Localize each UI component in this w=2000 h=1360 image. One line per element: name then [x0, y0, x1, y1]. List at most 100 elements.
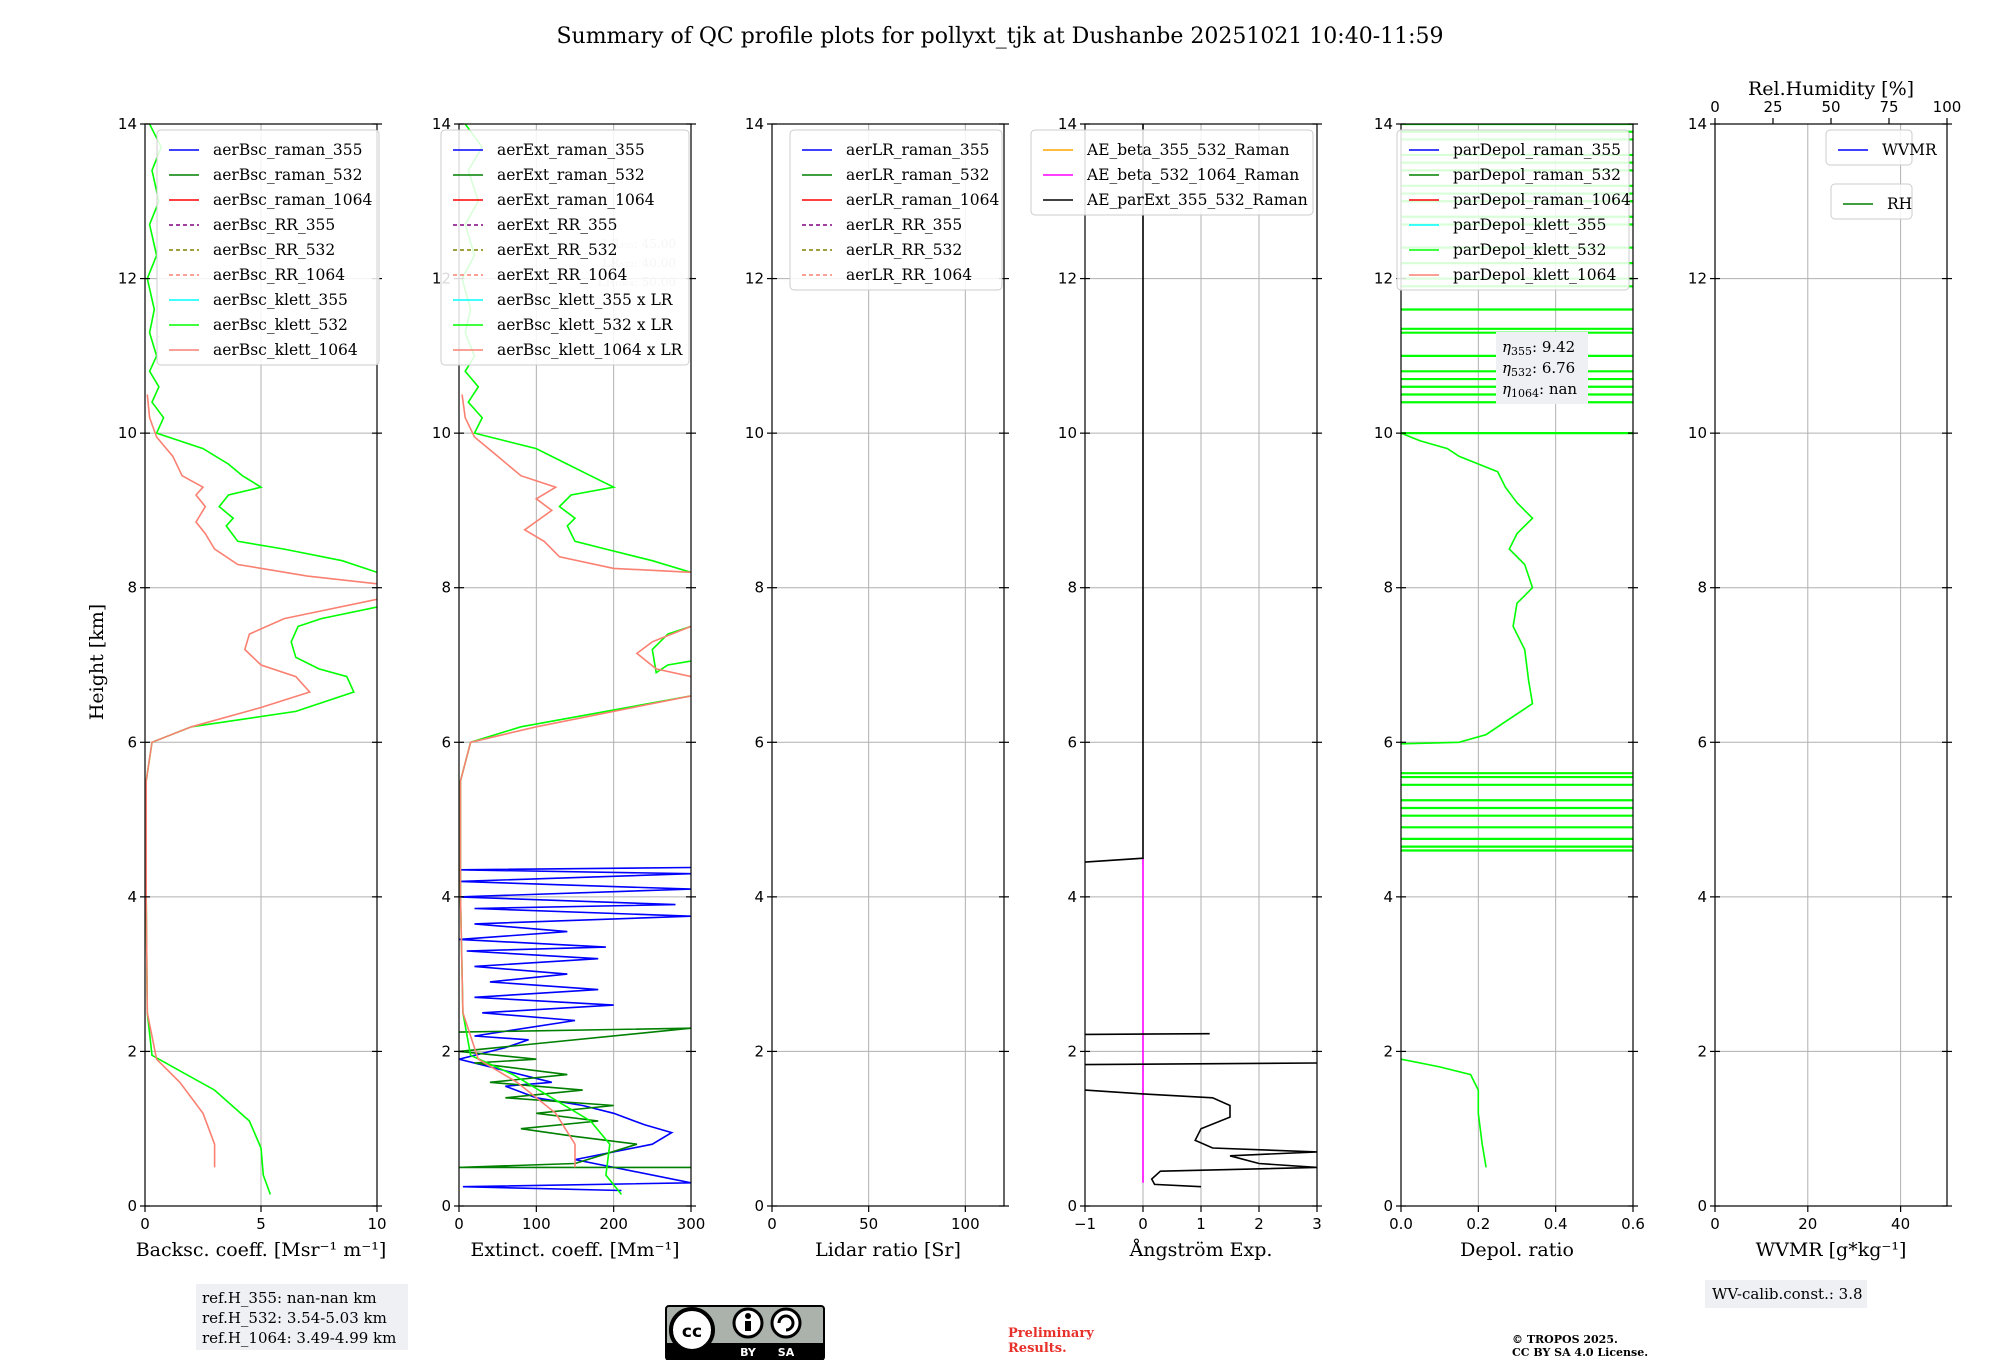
x-tick-label: 300	[677, 1215, 706, 1233]
y-tick-label: 0	[1697, 1197, 1707, 1215]
legend: aerBsc_raman_355 aerBsc_raman_532 aerBsc_r…	[156, 129, 380, 366]
x-tick-label: 0	[140, 1215, 150, 1233]
series-group	[1085, 124, 1317, 1188]
legend: aerExt_raman_355 aerExt_raman_532 aerExt_r…	[440, 129, 690, 366]
x-tick-label: 5	[256, 1215, 266, 1233]
legend-label: parDepol_raman_355	[1453, 141, 1621, 159]
x-axis-label: Depol. ratio	[1460, 1239, 1574, 1261]
y-tick-label: 10	[118, 424, 137, 442]
by-head	[745, 1313, 751, 1319]
y-tick-label: 8	[1067, 579, 1077, 597]
y-tick-label: 0	[1383, 1197, 1393, 1215]
legend-label: aerLR_RR_1064	[846, 266, 972, 284]
x-tick-label: 20	[1798, 1215, 1817, 1233]
legend-label: aerExt_RR_1064	[497, 266, 628, 284]
legend-label: RH	[1887, 195, 1912, 213]
series-line-aerbsc-klett-1064-x-lr	[459, 695, 691, 1168]
y-tick-label: 10	[1058, 424, 1077, 442]
y-tick-label: 14	[118, 115, 137, 133]
sa-label: SA	[778, 1346, 795, 1359]
y-tick-label: 12	[1688, 270, 1707, 288]
cc-license-badge: cc BY SA	[665, 1305, 825, 1360]
wv-calib-text: WV-calib.const.: 3.8	[1712, 1285, 1863, 1303]
y-tick-label: 14	[1688, 115, 1707, 133]
eta-bg	[1496, 332, 1588, 404]
y-tick-label: 14	[432, 115, 451, 133]
ref-height-text: ref.H_1064: 3.49-4.99 km	[202, 1329, 396, 1347]
series-line-ae-parext-355-532-raman-c	[1085, 1032, 1210, 1036]
x-tick-label: 1	[1196, 1215, 1206, 1233]
y-tick-label: 12	[1058, 270, 1077, 288]
eta-text: η355: 9.42	[1502, 338, 1575, 358]
eta-text: η1064: nan	[1502, 380, 1577, 400]
series-line-ae-parext-355-532-raman-b	[1085, 1062, 1317, 1066]
top-tick-label: 25	[1763, 98, 1782, 116]
x-axis-label: Backsc. coeff. [Msr⁻¹ m⁻¹]	[136, 1239, 387, 1261]
legend-label: aerLR_raman_1064	[846, 191, 999, 209]
y-tick-label: 4	[441, 888, 451, 906]
legend-label: aerBsc_RR_532	[213, 241, 335, 259]
legend-label: aerBsc_raman_532	[213, 166, 363, 184]
x-tick-label: 50	[859, 1215, 878, 1233]
series-line-aerbsc-klett-532	[145, 606, 377, 1195]
wv-calib-bg	[1705, 1280, 1867, 1308]
copyright-text: © TROPOS 2025.	[1512, 1333, 1618, 1346]
legend-label: AE_beta_355_532_Raman	[1086, 141, 1289, 159]
legend-label: parDepol_klett_355	[1453, 216, 1606, 234]
x-tick-label: 200	[599, 1215, 628, 1233]
panel-lidarratio: 0 2 4 6 8 10 12 14 0 50 100 Lidar ratio [Sr] aerLR_r…	[745, 115, 1009, 1261]
legend-label: aerBsc_RR_355	[213, 216, 335, 234]
legend-label: parDepol_raman_1064	[1453, 191, 1631, 209]
x-axis-label: Lidar ratio [Sr]	[815, 1239, 961, 1261]
legend: aerLR_raman_355 aerLR_raman_532 aerLR_rama…	[789, 129, 1003, 291]
ref-height-bg	[196, 1284, 408, 1350]
y-tick-label: 14	[1374, 115, 1393, 133]
legend-label: parDepol_raman_532	[1453, 166, 1621, 184]
legend-label: aerExt_RR_532	[497, 241, 618, 259]
y-tick-label: 4	[1697, 888, 1707, 906]
x-tick-label: 0	[1138, 1215, 1148, 1233]
ref-height-text: ref.H_355: nan-nan km	[202, 1289, 377, 1307]
legend-label: aerExt_raman_532	[497, 166, 645, 184]
eta-text: η532: 6.76	[1502, 359, 1575, 379]
x-tick-label: 100	[522, 1215, 551, 1233]
legend-label: aerLR_raman_532	[846, 166, 989, 184]
legend-box	[789, 129, 1003, 291]
figure-title: Summary of QC profile plots for pollyxt_…	[556, 24, 1443, 49]
y-tick-label: 8	[441, 579, 451, 597]
y-tick-label: 6	[1383, 733, 1393, 751]
y-tick-label: 8	[127, 579, 137, 597]
sa-arrow	[777, 1314, 795, 1332]
x-tick-label: 10	[367, 1215, 386, 1233]
by-body	[745, 1321, 751, 1331]
y-tick-label: 4	[1383, 888, 1393, 906]
axes-frame	[1400, 123, 1634, 1207]
y-tick-label: 0	[441, 1197, 451, 1215]
y-tick-label: 2	[1067, 1042, 1077, 1060]
legend-label: aerBsc_klett_1064 x LR	[497, 341, 684, 359]
legend-label: aerBsc_raman_355	[213, 141, 363, 159]
x-tick-label: 0.6	[1621, 1215, 1645, 1233]
y-tick-label: 4	[1067, 888, 1077, 906]
legend-box	[1830, 183, 1913, 220]
series-line-aerbsc-klett-1064-upper	[146, 394, 377, 585]
y-tick-label: 8	[754, 579, 764, 597]
y-tick-label: 8	[1383, 579, 1393, 597]
x-tick-label: 0.4	[1544, 1215, 1568, 1233]
series-line-pardepol-klett-532-low	[1401, 1058, 1487, 1168]
series-line-ae-parext-355-532-raman	[1085, 1089, 1317, 1188]
legend-label: parDepol_klett_1064	[1453, 266, 1616, 284]
y-tick-label: 0	[1067, 1197, 1077, 1215]
series-line-aerbsc-klett-1064-x-lr-upper	[635, 625, 691, 678]
x-tick-label: 2	[1254, 1215, 1264, 1233]
top-axis-label: Rel.Humidity [%]	[1748, 78, 1914, 100]
legend-label: parDepol_klett_532	[1453, 241, 1606, 259]
legend-label: aerLR_RR_532	[846, 241, 962, 259]
wv-calib-box: WV-calib.const.: 3.8	[1705, 1280, 1867, 1308]
panel-depol: 0 2 4 6 8 10 12 14 0.0 0.2 0.4 0.6 Depol. ratio parDe…	[1374, 115, 1645, 1261]
y-axis-label: Height [km]	[86, 604, 108, 720]
by-label: BY	[740, 1346, 757, 1359]
legend: parDepol_raman_355 parDepol_raman_532 parD…	[1396, 129, 1631, 291]
